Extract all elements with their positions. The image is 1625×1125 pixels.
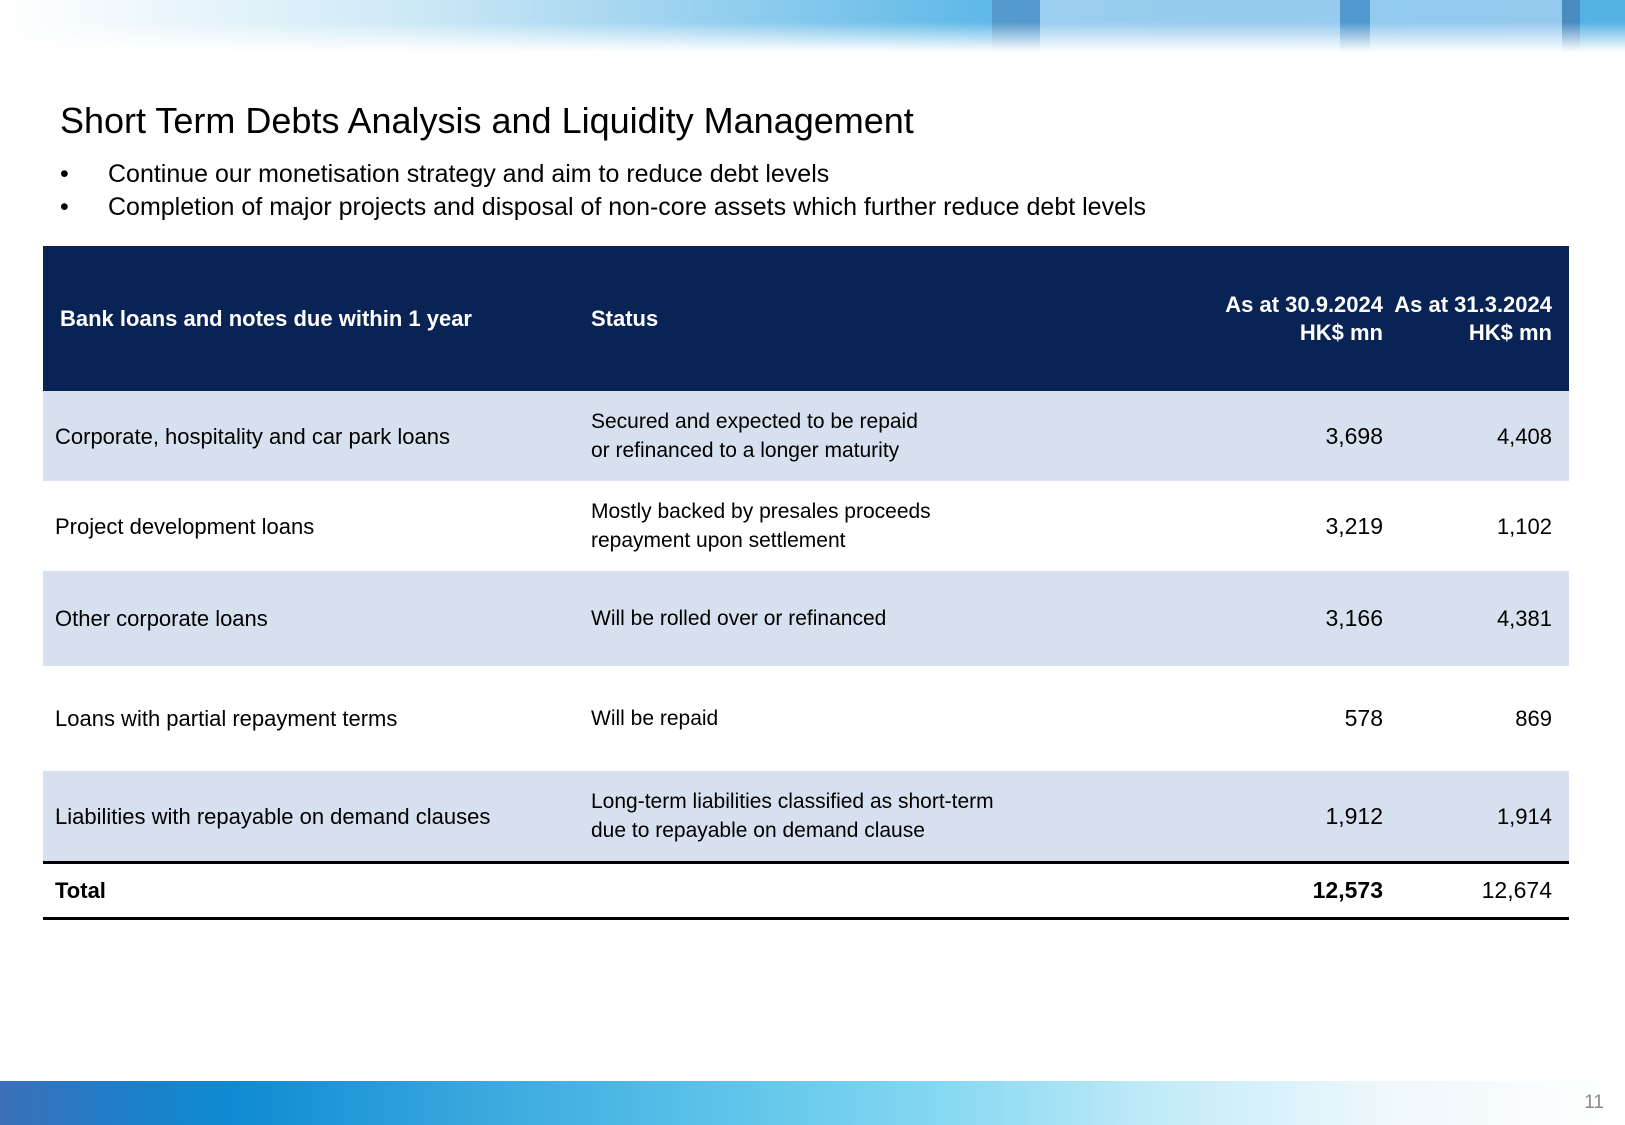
status-line: Mostly backed by presales proceeds (591, 500, 931, 523)
row-value-31-3-2024: 4,381 (1383, 571, 1569, 666)
row-loan-type: Liabilities with repayable on demand cla… (43, 771, 591, 863)
row-value-30-9-2024: 578 (1146, 666, 1383, 771)
bullet-icon: • (60, 193, 69, 221)
page-number: 11 (1584, 1092, 1604, 1113)
row-value-30-9-2024: 3,166 (1146, 571, 1383, 666)
table-total-row: Total 12,573 12,674 (43, 861, 1569, 920)
status-line: Will be rolled over or refinanced (591, 607, 887, 630)
total-value-30-9-2024: 12,573 (1146, 861, 1383, 920)
table-header-row: Bank loans and notes due within 1 year S… (43, 246, 1569, 391)
total-label: Total (43, 861, 591, 920)
bullet-text: Continue our monetisation strategy and a… (108, 160, 830, 188)
bottom-decorative-banner (0, 1081, 1625, 1125)
row-value-31-3-2024: 1,102 (1383, 481, 1569, 571)
status-line: or refinanced to a longer maturity (591, 439, 900, 462)
header-date: As at 30.9.2024 (1225, 291, 1383, 317)
header-unit: HK$ mn (1299, 319, 1383, 345)
table-row: Loans with partial repayment terms Will … (43, 666, 1569, 771)
status-line: repayment upon settlement (591, 529, 846, 552)
header-as-at-30-9-2024: As at 30.9.2024 HK$ mn (1146, 246, 1383, 391)
row-value-30-9-2024: 3,219 (1146, 481, 1383, 571)
row-loan-type: Corporate, hospitality and car park loan… (43, 391, 591, 481)
total-status-empty (591, 861, 1146, 920)
banner-block (1340, 0, 1370, 52)
bullet-item: • Continue our monetisation strategy and… (60, 158, 1146, 191)
row-loan-type: Project development loans (43, 481, 591, 571)
header-loan-type: Bank loans and notes due within 1 year (43, 246, 591, 391)
header-unit: HK$ mn (1468, 319, 1552, 345)
status-line: Will be repaid (591, 707, 719, 730)
row-value-30-9-2024: 3,698 (1146, 391, 1383, 481)
table-row: Other corporate loans Will be rolled ove… (43, 571, 1569, 666)
table-row: Liabilities with repayable on demand cla… (43, 771, 1569, 863)
row-status: Will be rolled over or refinanced (591, 571, 1146, 666)
banner-block (992, 0, 1040, 52)
bullet-text: Completion of major projects and disposa… (108, 193, 1147, 221)
table-row: Corporate, hospitality and car park loan… (43, 391, 1569, 481)
top-decorative-banner (0, 0, 1625, 52)
status-line: Long-term liabilities classified as shor… (591, 790, 994, 813)
row-value-31-3-2024: 4,408 (1383, 391, 1569, 481)
row-status: Long-term liabilities classified as shor… (591, 771, 1146, 863)
bullet-item: • Completion of major projects and dispo… (60, 191, 1146, 224)
row-status: Secured and expected to be repaid or ref… (591, 391, 1146, 481)
row-status: Mostly backed by presales proceeds repay… (591, 481, 1146, 571)
short-term-debt-table: Bank loans and notes due within 1 year S… (43, 246, 1569, 920)
banner-block (1562, 0, 1580, 52)
row-value-30-9-2024: 1,912 (1146, 771, 1383, 863)
header-status: Status (591, 246, 1146, 391)
row-loan-type: Other corporate loans (43, 571, 591, 666)
row-value-31-3-2024: 869 (1383, 666, 1569, 771)
header-as-at-31-3-2024: As at 31.3.2024 HK$ mn (1383, 246, 1569, 391)
row-status: Will be repaid (591, 666, 1146, 771)
bullet-icon: • (60, 160, 69, 188)
total-value-31-3-2024: 12,674 (1383, 861, 1569, 920)
status-line: due to repayable on demand clause (591, 819, 925, 842)
bullet-list: • Continue our monetisation strategy and… (60, 158, 1146, 224)
status-line: Secured and expected to be repaid (591, 410, 918, 433)
row-value-31-3-2024: 1,914 (1383, 771, 1569, 863)
row-loan-type: Loans with partial repayment terms (43, 666, 591, 771)
banner-block (1040, 0, 1340, 52)
slide-title: Short Term Debts Analysis and Liquidity … (60, 100, 914, 141)
header-date: As at 31.3.2024 (1394, 291, 1552, 317)
banner-block (1370, 0, 1562, 52)
table-row: Project development loans Mostly backed … (43, 481, 1569, 571)
